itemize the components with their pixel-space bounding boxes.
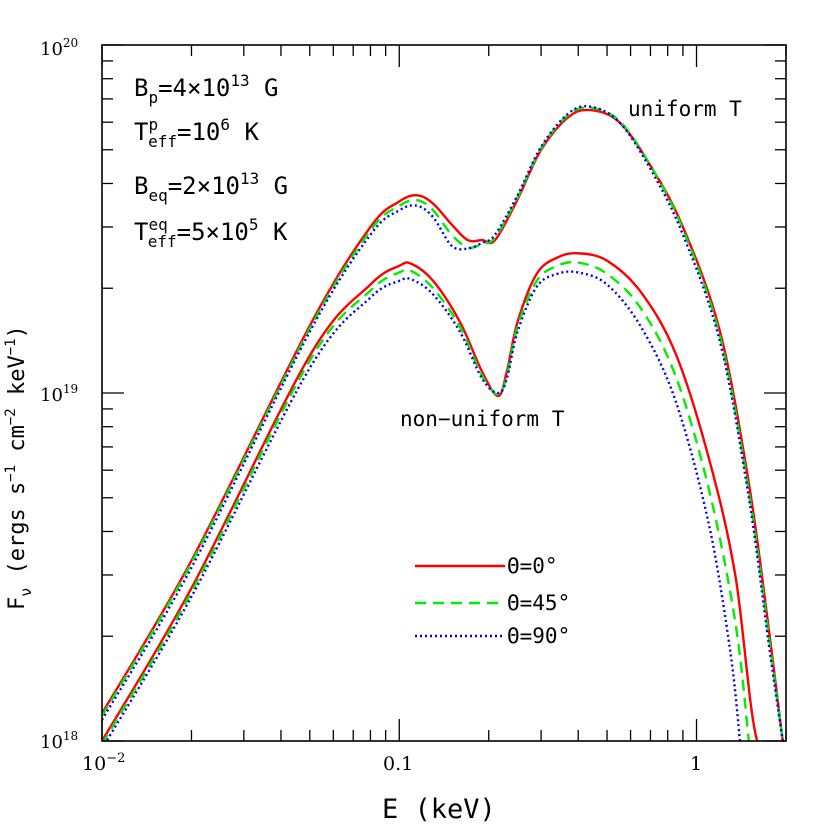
nonuniform-t-label: non−uniform T [400, 407, 565, 431]
param-tp: Tp eff=106 K [134, 115, 259, 151]
x-tick-label-0.1: 0.1 [383, 753, 413, 775]
y-tick-label-1e18: 1018 [40, 729, 78, 753]
series-group [102, 105, 784, 741]
series-line-nonuniform-4 [102, 260, 751, 741]
legend: Θ=0° Θ=45° Θ=90° [415, 554, 570, 648]
param-teq: Teq eff=5×105 K [134, 215, 288, 251]
y-tick-label-1e19: 1019 [40, 382, 78, 406]
x-tick-label-0.01: 10−2 [82, 751, 125, 775]
x-tick-label-1: 1 [690, 753, 702, 775]
legend-label-0: Θ=0° [507, 554, 558, 578]
param-bp: Bp=4×1013 G [134, 71, 279, 107]
plot-frame [101, 44, 787, 742]
param-beq: Beq=2×1013 G [134, 169, 288, 205]
series-line-nonuniform-5 [105, 270, 742, 741]
axis-ticks [101, 44, 787, 742]
uniform-t-label: uniform T [628, 97, 742, 121]
legend-label-1: Θ=45° [507, 591, 570, 615]
legend-label-2: Θ=90° [507, 624, 570, 648]
series-line-uniform-0 [102, 108, 784, 741]
series-line-uniform-1 [102, 106, 784, 741]
y-tick-label-1e20: 1020 [40, 36, 78, 60]
series-line-nonuniform-3 [102, 252, 783, 741]
y-axis-label: Fν (ergs s−1 cm−2 keV−1) [3, 325, 35, 610]
x-axis-label: E (keV) [382, 794, 496, 825]
series-line-uniform-2 [102, 105, 784, 741]
